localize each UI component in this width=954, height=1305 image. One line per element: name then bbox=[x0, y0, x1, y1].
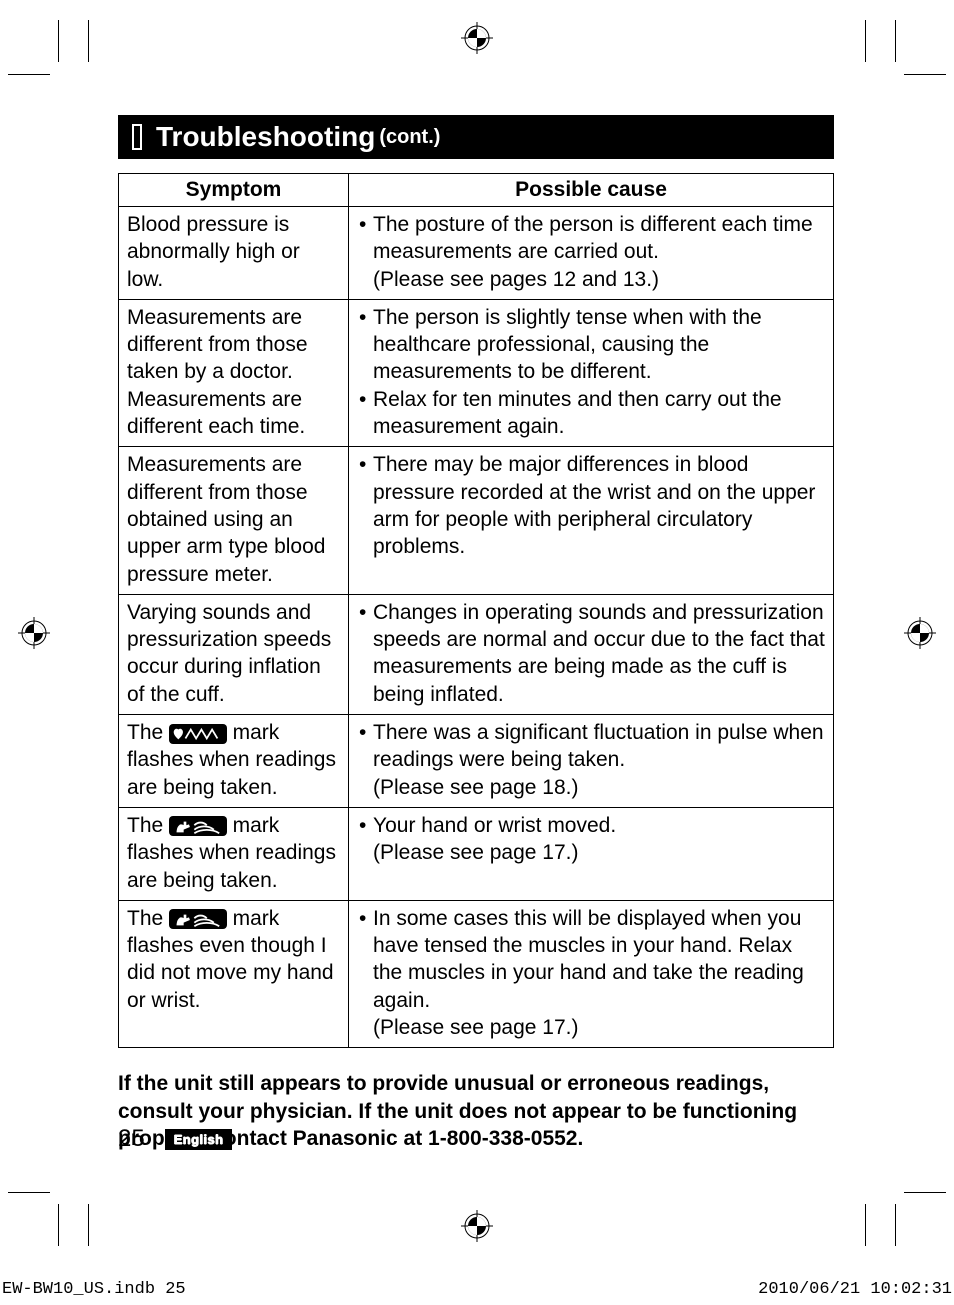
cause-cell: The person is slightly tense when with t… bbox=[349, 299, 834, 446]
table-row: Measurements are different from those ta… bbox=[119, 299, 834, 446]
table-row: Measurements are different from those ob… bbox=[119, 447, 834, 594]
symptom-cell: The mark flashes even though I did not m… bbox=[119, 900, 349, 1047]
cause-item: The person is slightly tense when with t… bbox=[357, 304, 825, 386]
table-row: Blood pressure is abnormally high or low… bbox=[119, 207, 834, 300]
table-row: The mark flashes even though I did not m… bbox=[119, 900, 834, 1047]
body-movement-icon bbox=[169, 909, 227, 929]
page-number: 25 bbox=[118, 1125, 145, 1153]
symptom-cell: The mark flashes when readings are being… bbox=[119, 807, 349, 900]
heading-cont: (cont.) bbox=[379, 126, 440, 149]
cause-item: Relax for ten minutes and then carry out… bbox=[357, 386, 825, 441]
registration-mark-icon bbox=[904, 617, 936, 649]
symptom-cell: Varying sounds and pressurization speeds… bbox=[119, 594, 349, 714]
cause-cell: There may be major differences in blood … bbox=[349, 447, 834, 594]
language-chip: English bbox=[165, 1129, 233, 1150]
registration-mark-icon bbox=[18, 617, 50, 649]
cause-cell: Your hand or wrist moved.(Please see pag… bbox=[349, 807, 834, 900]
cause-cell: The posture of the person is different e… bbox=[349, 207, 834, 300]
table-row: The mark flashes when readings are being… bbox=[119, 807, 834, 900]
cause-item: In some cases this will be displayed whe… bbox=[357, 905, 825, 1041]
heading-marker-icon bbox=[132, 124, 142, 150]
section-heading: Troubleshooting (cont.) bbox=[118, 115, 834, 159]
cause-cell: In some cases this will be displayed whe… bbox=[349, 900, 834, 1047]
registration-mark-icon bbox=[461, 22, 493, 54]
symptom-cell: Measurements are different from those ta… bbox=[119, 299, 349, 446]
table-row: Varying sounds and pressurization speeds… bbox=[119, 594, 834, 714]
cause-cell: Changes in operating sounds and pressuri… bbox=[349, 594, 834, 714]
col-header-symptom: Symptom bbox=[119, 174, 349, 207]
cause-item: Changes in operating sounds and pressuri… bbox=[357, 599, 825, 708]
slug-file: EW-BW10_US.indb 25 bbox=[2, 1280, 186, 1299]
cause-item: There may be major differences in blood … bbox=[357, 451, 825, 560]
troubleshooting-table: Symptom Possible cause Blood pressure is… bbox=[118, 173, 834, 1048]
heading-title: Troubleshooting bbox=[156, 121, 375, 153]
body-movement-icon bbox=[169, 816, 227, 836]
slugline: EW-BW10_US.indb 25 2010/06/21 10:02:31 bbox=[2, 1280, 952, 1299]
cause-item: Your hand or wrist moved.(Please see pag… bbox=[357, 812, 825, 867]
cause-item: There was a significant fluctuation in p… bbox=[357, 719, 825, 801]
table-row: The mark flashes when readings are being… bbox=[119, 715, 834, 808]
cause-cell: There was a significant fluctuation in p… bbox=[349, 715, 834, 808]
symptom-cell: Blood pressure is abnormally high or low… bbox=[119, 207, 349, 300]
symptom-cell: Measurements are different from those ob… bbox=[119, 447, 349, 594]
col-header-cause: Possible cause bbox=[349, 174, 834, 207]
symptom-cell: The mark flashes when readings are being… bbox=[119, 715, 349, 808]
slug-stamp: 2010/06/21 10:02:31 bbox=[758, 1280, 952, 1299]
pulse-fluctuation-icon bbox=[169, 724, 227, 744]
registration-mark-icon bbox=[461, 1210, 493, 1242]
cause-item: The posture of the person is different e… bbox=[357, 211, 825, 293]
